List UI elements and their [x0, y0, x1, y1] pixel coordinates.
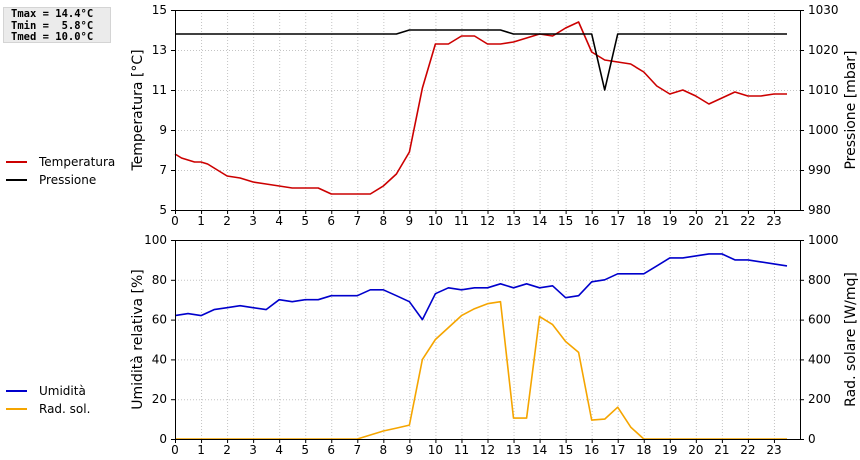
x-tick-label: 8 [380, 214, 388, 228]
series-line-temperatura [174, 21, 787, 195]
chart-top: 0 1 2 3 4 5 6 7 8 9 10 11 12 13 14 15 16 17 18 19 20 21 22 2357… [6, 3, 859, 228]
x-tick-label: 15 [558, 214, 573, 228]
y-tick-label: 7 [159, 163, 167, 177]
x-tick-label: 8 [380, 443, 388, 457]
grid-bottom [175, 240, 800, 440]
x-tick-label: 9 [406, 214, 414, 228]
x-tick-label: 23 [766, 214, 781, 228]
x-tick-label: 2 [223, 443, 231, 457]
x-tick-label: 17 [610, 214, 625, 228]
x-tick-label: 21 [714, 214, 729, 228]
stats-tmin: Tmin = 5.8°C [11, 19, 94, 32]
x-tick-label: 10 [428, 214, 443, 228]
series-line-umidit [174, 253, 788, 321]
x-tick-label: 5 [301, 214, 309, 228]
y2-tick-label: 800 [808, 273, 831, 287]
y2-tick-label: 1010 [808, 83, 839, 97]
legend-label: Umidità [39, 384, 86, 398]
y2-tick-label: 1000 [808, 123, 839, 137]
x-tick-label: 5 [301, 443, 309, 457]
x-tick-label: 13 [506, 443, 521, 457]
y-axis-title: Umidità relativa [%] [130, 269, 146, 410]
y-tick-label: 80 [152, 273, 167, 287]
x-tick-label: 0 [171, 443, 179, 457]
legend-label: Pressione [39, 173, 96, 187]
x-tick-label: 0 [171, 214, 179, 228]
x-tick-label: 19 [662, 443, 677, 457]
y2-tick-label: 600 [808, 313, 831, 327]
x-tick-label: 21 [714, 443, 729, 457]
x-tick-label: 6 [327, 214, 335, 228]
y-tick-label: 15 [152, 3, 167, 17]
stats-tmax: Tmax = 14.4°C [11, 8, 94, 20]
y-tick-label: 60 [152, 313, 167, 327]
x-tick-label: 18 [636, 443, 651, 457]
x-tick-label: 11 [454, 214, 469, 228]
x-tick-label: 11 [454, 443, 469, 457]
x-tick-label: 23 [766, 443, 781, 457]
x-tick-label: 12 [480, 214, 495, 228]
x-tick-label: 7 [353, 443, 361, 457]
x-tick-label: 13 [506, 214, 521, 228]
y-tick-label: 40 [152, 352, 167, 366]
y2-tick-label: 1020 [808, 43, 839, 57]
x-tick-label: 4 [275, 214, 283, 228]
y-tick-label: 20 [152, 392, 167, 406]
x-tick-label: 17 [610, 443, 625, 457]
x-tick-label: 22 [740, 443, 755, 457]
y2-tick-label: 200 [808, 392, 831, 406]
y-tick-label: 5 [159, 203, 167, 217]
series-line-rad-sol [175, 300, 787, 440]
x-tick-label: 19 [662, 214, 677, 228]
y-tick-label: 11 [152, 83, 167, 97]
x-tick-label: 9 [406, 443, 414, 457]
x-tick-label: 6 [327, 443, 335, 457]
y2-tick-label: 400 [808, 352, 831, 366]
x-tick-label: 2 [223, 214, 231, 228]
y-axis-title: Temperatura [°C] [130, 49, 146, 171]
y-tick-label: 9 [159, 123, 167, 137]
stats-box: Tmax = 14.4°C Tmin = 5.8°C Tmed = 10.0°C [3, 7, 111, 43]
y-tick-label: 0 [159, 432, 167, 446]
x-tick-label: 7 [353, 214, 361, 228]
x-tick-label: 3 [249, 443, 257, 457]
grid-top [175, 10, 800, 211]
x-tick-label: 14 [532, 443, 547, 457]
y2-tick-label: 980 [808, 203, 831, 217]
stats-tmed: Tmed = 10.0°C [11, 31, 94, 43]
x-tick-label: 22 [740, 214, 755, 228]
x-tick-label: 16 [584, 443, 599, 457]
x-tick-label: 20 [688, 443, 703, 457]
x-tick-label: 12 [480, 443, 495, 457]
y2-tick-label: 1030 [808, 3, 839, 17]
legend-label: Temperatura [38, 155, 115, 169]
legend-label: Rad. sol. [39, 402, 90, 416]
x-tick-label: 3 [249, 214, 257, 228]
x-tick-label: 1 [197, 443, 205, 457]
y-tick-label: 100 [144, 233, 167, 247]
y2-tick-label: 990 [808, 163, 831, 177]
series-line-pressione [175, 29, 787, 91]
x-tick-label: 4 [275, 443, 283, 457]
chart-bottom: 0 1 2 3 4 5 6 7 8 9 10 11 12 13 14 15 16 17 18 19 20 21 22 2302… [6, 233, 859, 457]
y-tick-label: 13 [152, 43, 167, 57]
x-tick-label: 1 [197, 214, 205, 228]
x-tick-label: 20 [688, 214, 703, 228]
y2-axis-title: Rad. solare [W/mq] [843, 272, 859, 407]
x-tick-label: 14 [532, 214, 547, 228]
x-tick-label: 15 [558, 443, 573, 457]
y2-tick-label: 0 [808, 432, 816, 446]
y2-axis-title: Pressione [mbar] [843, 50, 859, 169]
x-tick-label: 16 [584, 214, 599, 228]
x-tick-label: 18 [636, 214, 651, 228]
y2-tick-label: 1000 [808, 233, 839, 247]
x-tick-label: 10 [428, 443, 443, 457]
